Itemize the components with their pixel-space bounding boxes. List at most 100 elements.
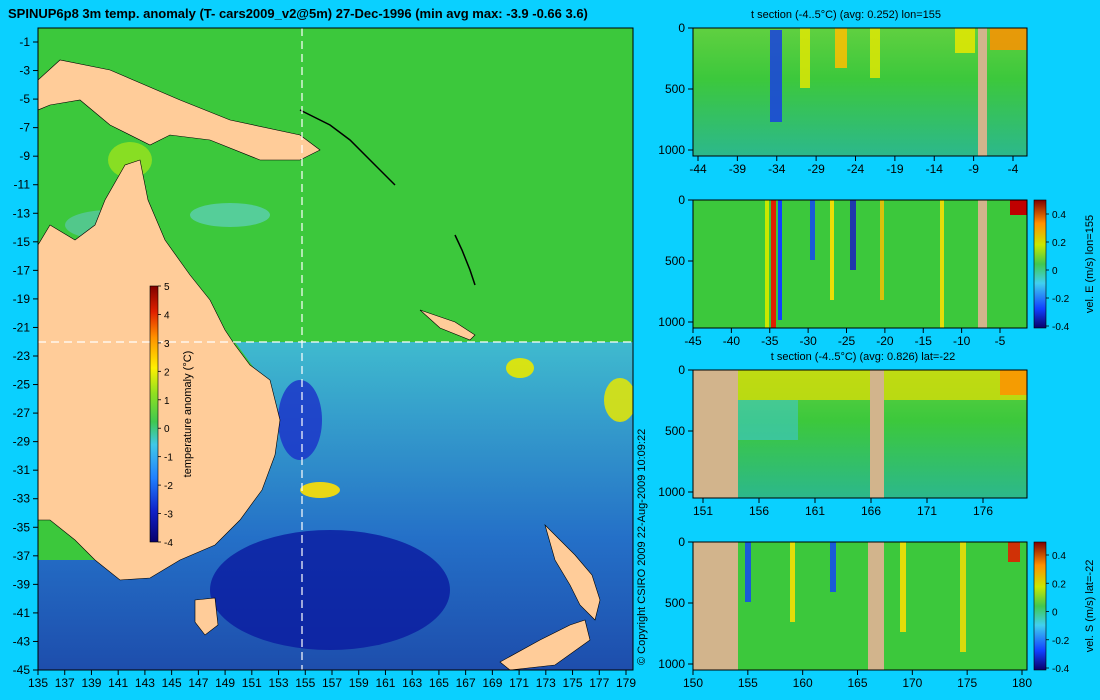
warm-column	[800, 28, 810, 88]
new-guinea-land	[38, 59, 321, 161]
colorbar-tick-label: -3	[164, 510, 173, 521]
u-section-lon155-frame	[692, 199, 1028, 329]
velocity-streak	[790, 542, 795, 622]
u-section-lon155-field	[693, 200, 1027, 328]
map-frame	[37, 27, 634, 671]
y-tick-label: -29	[13, 435, 31, 449]
v-section-lat-22-x-axis: 150 155 160 165 170 175 180	[683, 670, 1032, 690]
cool-subsurface	[738, 400, 798, 440]
x-tick-label: 149	[215, 676, 235, 690]
cold-eddy	[278, 380, 322, 460]
x-tick-label: -39	[729, 162, 747, 176]
v-colorbar-label: vel. S (m/s) lat=-22	[1084, 560, 1096, 653]
velocity-streak	[771, 200, 776, 328]
x-tick-label: 157	[322, 676, 342, 690]
y-tick-label: -39	[13, 577, 31, 591]
map-y-axis: -1 -3 -5 -7 -9 -11 -13 -15 -17 -19 -21 -23 -25 -27 -29…	[13, 35, 38, 677]
u-colorbar	[1033, 199, 1047, 329]
colorbar-tick-label: -4	[164, 538, 173, 549]
velocity-streak	[810, 200, 815, 260]
strong-cold-anomaly	[210, 530, 450, 650]
y-tick-label: -31	[13, 463, 31, 477]
cold-anomaly-region	[38, 342, 633, 670]
map-colorbar-label: temperature anomaly (°C)	[182, 351, 194, 478]
velocity-streak	[960, 542, 966, 652]
x-tick-label: -40	[723, 334, 741, 348]
t-section-lat-22-title: t section (-4..5°C) (avg: 0.826) lat=-22	[771, 351, 955, 363]
y-tick-label: 500	[665, 254, 685, 268]
y-tick-label: -43	[13, 634, 31, 648]
y-tick-label: -15	[13, 235, 31, 249]
x-tick-label: -35	[761, 334, 779, 348]
map-colorbar	[149, 285, 159, 543]
x-tick-label: 169	[482, 676, 502, 690]
velocity-streak	[1010, 200, 1027, 215]
y-tick-label: 0	[678, 193, 685, 207]
y-tick-label: -23	[13, 349, 31, 363]
colorbar-tick-label: 0	[1052, 608, 1058, 619]
x-tick-label: -14	[926, 162, 944, 176]
t-section-lon155-y-axis: 0 500 1000	[658, 21, 693, 157]
y-tick-label: 0	[678, 21, 685, 35]
x-tick-label: 171	[509, 676, 529, 690]
y-tick-label: -35	[13, 520, 31, 534]
x-tick-label: 179	[616, 676, 636, 690]
x-tick-label: -45	[684, 334, 702, 348]
x-tick-label: 155	[738, 676, 758, 690]
warm-eddy	[604, 378, 633, 422]
y-tick-label: 500	[665, 424, 685, 438]
map-colorbar-ticks: 5 4 3 2 1 0 -1 -2 -3 -4	[158, 282, 173, 549]
t-section-lon155-x-axis: -44 -39 -34 -29 -24 -19 -14 -9 -4	[689, 156, 1019, 176]
v-section-lat-22-panel: 150 155 160 165 170 175 180 0 500 1000 0.4 0.2 0 -0…	[658, 535, 1096, 690]
x-tick-label: 143	[135, 676, 155, 690]
warm-column	[955, 28, 975, 53]
x-tick-label: 170	[902, 676, 922, 690]
x-tick-label: 177	[589, 676, 609, 690]
land-section	[693, 542, 738, 670]
x-tick-label: 175	[957, 676, 977, 690]
x-tick-label: 175	[563, 676, 583, 690]
copyright-text: © Copyright CSIRO 2009 22-Aug-2009 10:09…	[636, 429, 648, 665]
colorbar-tick-label: 0.4	[1052, 551, 1066, 562]
colorbar-tick-label: -2	[164, 481, 173, 492]
v-section-lat-22-y-axis: 0 500 1000	[658, 535, 693, 671]
y-tick-label: -21	[13, 320, 31, 334]
x-tick-label: 153	[269, 676, 289, 690]
map-panel: 135 137 139 141 143 145 147 149 151 153 155 157 159 1…	[13, 27, 636, 690]
y-tick-label: -27	[13, 406, 31, 420]
x-tick-label: 156	[749, 504, 769, 518]
y-tick-label: 1000	[658, 143, 685, 157]
y-tick-label: -45	[13, 663, 31, 677]
x-tick-label: 163	[402, 676, 422, 690]
x-tick-label: 160	[793, 676, 813, 690]
x-tick-label: 137	[55, 676, 75, 690]
x-tick-label: 139	[81, 676, 101, 690]
x-tick-label: -19	[886, 162, 904, 176]
y-tick-label: 1000	[658, 485, 685, 499]
map-x-axis: 135 137 139 141 143 145 147 149 151 153 155 157 159 1…	[28, 670, 636, 690]
x-tick-label: -25	[838, 334, 856, 348]
nz-south-island	[499, 619, 591, 670]
land-section	[868, 542, 884, 670]
x-tick-label: -9	[968, 162, 979, 176]
x-tick-label: -34	[768, 162, 786, 176]
t-section-lat-22-x-axis: 151 156 161 166 171 176	[693, 498, 993, 518]
u-section-lon155-x-axis: -45 -40 -35 -30 -25 -20 -15 -10 -5	[684, 328, 1006, 348]
x-tick-label: -15	[915, 334, 933, 348]
warm-surface	[1000, 370, 1027, 395]
x-tick-label: 161	[805, 504, 825, 518]
y-tick-label: -5	[19, 92, 30, 106]
cool-eddy	[190, 203, 270, 227]
colorbar-tick-label: 0.2	[1052, 579, 1066, 590]
solomon-islands	[299, 109, 396, 186]
x-tick-label: 155	[295, 676, 315, 690]
colorbar-tick-label: 4	[164, 310, 170, 321]
x-tick-label: -30	[799, 334, 817, 348]
new-caledonia-land	[419, 309, 476, 341]
x-tick-label: 135	[28, 676, 48, 690]
u-colorbar-ticks: 0.4 0.2 0 -0.2 -0.4	[1046, 210, 1070, 333]
v-colorbar-ticks: 0.4 0.2 0 -0.2 -0.4	[1046, 551, 1070, 675]
velocity-streak	[940, 200, 944, 328]
y-tick-label: -7	[19, 121, 30, 135]
